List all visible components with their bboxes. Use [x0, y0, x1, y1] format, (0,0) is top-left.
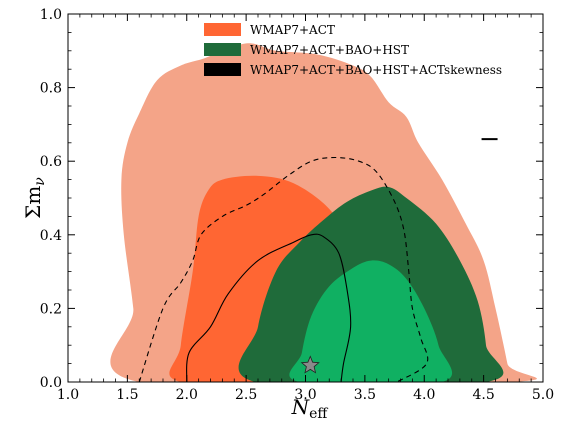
y-tick-label: 1.0 [40, 7, 62, 23]
contour-lines [138, 156, 429, 382]
x-tick-label: 3.0 [294, 387, 316, 403]
x-tick-label: 1.0 [57, 387, 79, 403]
x-tick-label: 1.5 [116, 387, 138, 403]
y-axis-label: Σmν [21, 177, 48, 219]
markers [300, 138, 498, 374]
y-tick-label: 0.2 [40, 301, 62, 317]
legend-label: WMAP7+ACT+BAO+HST+ACTskewness [250, 63, 502, 77]
legend-swatch [204, 43, 241, 56]
legend-label: WMAP7+ACT+BAO+HST [250, 43, 409, 57]
legend: WMAP7+ACT WMAP7+ACT+BAO+HST WMAP7+ACT+BAO+… [204, 23, 502, 77]
axis-ticks: 1.0 1.5 2.0 2.5 3.0 3.5 4.0 4.5 5.0 0.0 0.2 0.4 0.6 0… [40, 7, 554, 403]
legend-label: WMAP7+ACT [250, 23, 335, 37]
legend-swatch [204, 63, 241, 76]
x-tick-label: 5.0 [532, 387, 554, 403]
y-tick-label: 0.8 [40, 81, 62, 97]
contour-line-solid [186, 233, 352, 382]
y-tick-label: 0.4 [40, 228, 62, 244]
y-tick-label: 0.6 [40, 154, 62, 170]
x-tick-label: 4.0 [413, 387, 435, 403]
x-axis-label: Neff [291, 395, 329, 422]
legend-swatch [204, 23, 241, 36]
x-tick-label: 3.5 [354, 387, 376, 403]
region-4 [289, 260, 453, 382]
fiducial-star-marker [300, 355, 320, 374]
x-tick-label: 4.5 [472, 387, 494, 403]
x-tick-label: 2.5 [235, 387, 257, 403]
x-tick-label: 2.0 [176, 387, 198, 403]
confidence-regions [110, 43, 537, 382]
y-tick-label: 0.0 [40, 375, 62, 391]
